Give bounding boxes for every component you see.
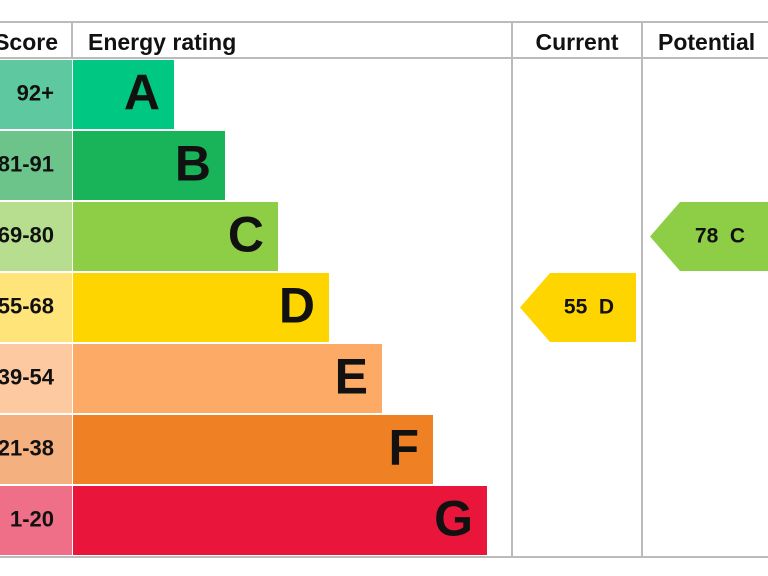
potential-band: C (730, 224, 745, 247)
current-label: 55 D (564, 295, 614, 318)
score-cell (0, 273, 72, 342)
band-letter: A (124, 65, 160, 121)
band-bar (73, 273, 329, 342)
current-band: D (599, 295, 614, 318)
band-bar (73, 344, 382, 413)
potential-value: 78 (695, 224, 719, 247)
score-label: 21-38 (0, 435, 54, 460)
score-label: 1-20 (10, 506, 54, 531)
header-score: Score (0, 29, 58, 55)
score-label: 81-91 (0, 151, 54, 176)
score-cell (0, 486, 72, 555)
band-bar (73, 202, 278, 271)
potential-label: 78 C (695, 224, 745, 247)
score-label: 39-54 (0, 364, 55, 389)
potential-arrow (650, 202, 768, 271)
header-potential: Potential (658, 29, 755, 55)
header-energy-rating: Energy rating (88, 29, 236, 55)
current-arrow (520, 273, 636, 342)
score-label: 92+ (17, 80, 54, 105)
score-cell (0, 202, 72, 271)
band-bar (73, 131, 225, 200)
current-value: 55 (564, 295, 588, 318)
band-letter: E (335, 349, 368, 405)
band-letter: C (228, 207, 264, 263)
band-letter: D (279, 278, 315, 334)
band-letter: G (434, 491, 473, 547)
band-bar (73, 486, 487, 555)
band-letter: B (175, 136, 211, 192)
score-cell (0, 131, 72, 200)
band-letter: F (388, 420, 419, 476)
band-bar (73, 60, 174, 129)
score-cell (0, 344, 72, 413)
score-cell (0, 415, 72, 484)
header-current: Current (535, 29, 618, 55)
table-lines (0, 21, 768, 558)
score-cell (0, 60, 72, 129)
band-bar (73, 415, 433, 484)
score-label: 69-80 (0, 222, 54, 247)
score-label: 55-68 (0, 293, 54, 318)
